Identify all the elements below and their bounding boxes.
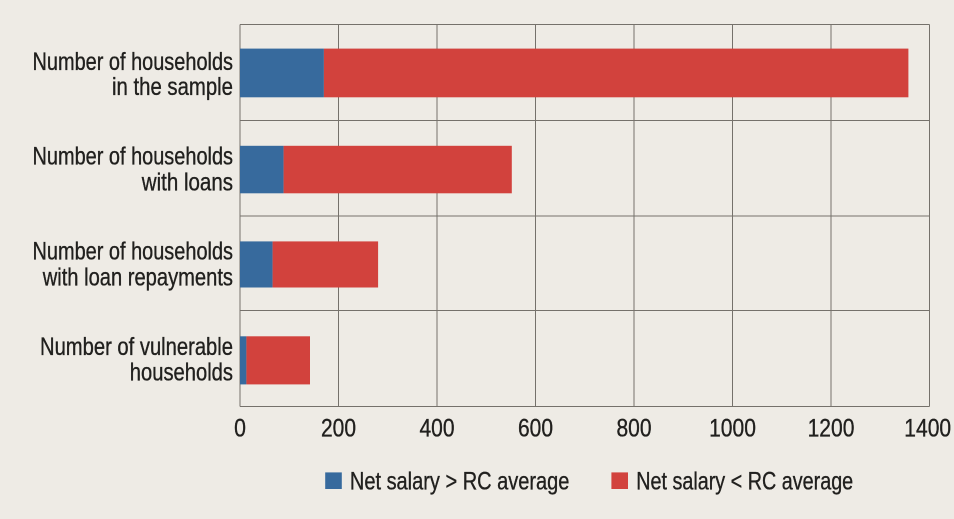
- svg-text:1200: 1200: [808, 415, 855, 443]
- svg-text:600: 600: [518, 415, 553, 443]
- svg-text:Number of households: Number of households: [33, 48, 234, 76]
- svg-text:with loans: with loans: [141, 169, 233, 197]
- svg-text:200: 200: [321, 415, 356, 443]
- svg-text:Net salary < RC average: Net salary < RC average: [636, 467, 853, 495]
- svg-text:households: households: [130, 359, 233, 387]
- svg-text:in the sample: in the sample: [112, 73, 233, 101]
- svg-text:0: 0: [234, 415, 246, 443]
- svg-text:400: 400: [420, 415, 455, 443]
- svg-text:Number of vulnerable: Number of vulnerable: [40, 333, 233, 361]
- svg-text:Net salary > RC average: Net salary > RC average: [350, 467, 570, 495]
- svg-text:1400: 1400: [904, 415, 951, 443]
- svg-text:1000: 1000: [709, 415, 756, 443]
- svg-text:Number of households: Number of households: [33, 238, 234, 266]
- svg-text:800: 800: [617, 415, 652, 443]
- svg-text:Number of households: Number of households: [33, 143, 234, 171]
- svg-text:with loan repayments: with loan repayments: [42, 264, 233, 292]
